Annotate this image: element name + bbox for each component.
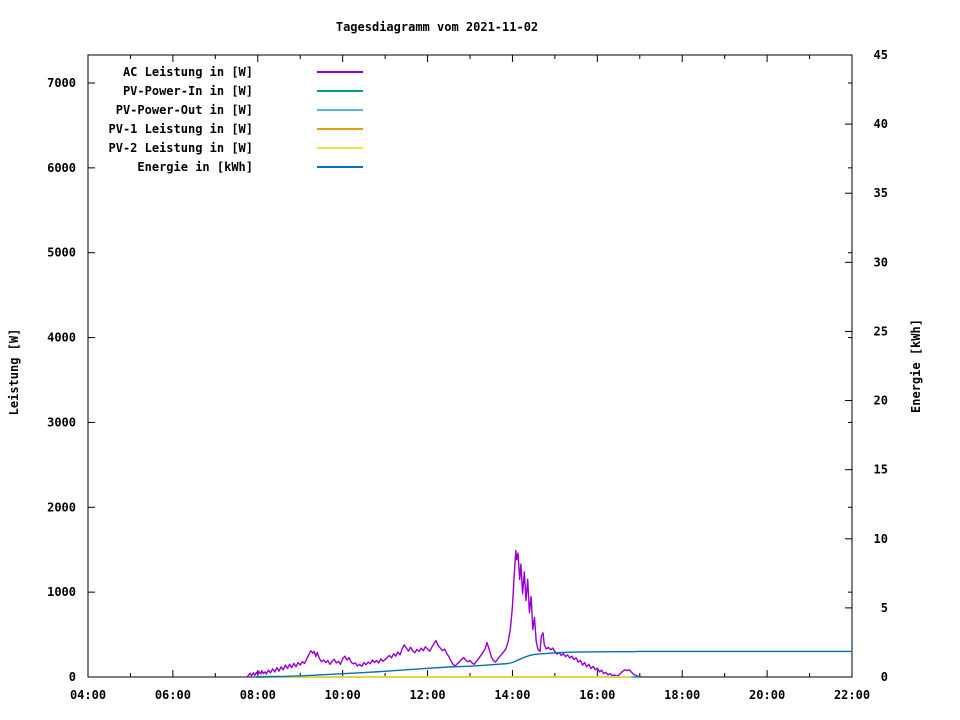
- y2-tick-label: 20: [874, 394, 888, 408]
- series-line-0: [246, 549, 643, 678]
- y2-tick-label: 45: [874, 48, 888, 62]
- y2-tick-label: 40: [874, 117, 888, 131]
- legend-label: PV-Power-Out in [W]: [115, 103, 253, 117]
- x-tick-label: 16:00: [579, 688, 615, 702]
- x-tick-label: 04:00: [70, 688, 106, 702]
- legend-label: Energie in [kWh]: [137, 160, 253, 174]
- y1-tick-label: 6000: [47, 161, 76, 175]
- legend-line-sample: [317, 109, 363, 111]
- y2-tick-label: 10: [874, 532, 888, 546]
- y1-tick-label: 1000: [47, 585, 76, 599]
- y2-tick-label: 15: [874, 463, 888, 477]
- x-tick-label: 12:00: [409, 688, 445, 702]
- y1-tick-label: 0: [69, 670, 76, 684]
- legend-label: AC Leistung in [W]: [122, 65, 253, 79]
- y1-tick-label: 2000: [47, 500, 76, 514]
- legend-label: PV-2 Leistung in [W]: [108, 141, 254, 155]
- chart-title: Tagesdiagramm vom 2021-11-02: [335, 20, 539, 34]
- y2-tick-label: 35: [874, 186, 888, 200]
- y2-tick-label: 25: [874, 324, 888, 338]
- x-tick-label: 18:00: [664, 688, 700, 702]
- series-line-5: [255, 650, 852, 678]
- x-tick-label: 20:00: [749, 688, 785, 702]
- legend-line-sample: [317, 147, 363, 149]
- y1-tick-label: 4000: [47, 331, 76, 345]
- x-tick-label: 08:00: [240, 688, 276, 702]
- x-tick-label: 10:00: [325, 688, 361, 702]
- legend-line-sample: [317, 90, 363, 92]
- legend-label: PV-Power-In in [W]: [122, 84, 253, 98]
- y1-tick-label: 7000: [47, 76, 76, 90]
- x-tick-label: 06:00: [155, 688, 191, 702]
- y2-tick-label: 30: [874, 255, 888, 269]
- x-tick-label: 14:00: [494, 688, 530, 702]
- legend-line-sample: [317, 128, 363, 130]
- x-tick-label: 22:00: [834, 688, 870, 702]
- legend-label: PV-1 Leistung in [W]: [108, 122, 254, 136]
- y2-tick-label: 5: [881, 601, 888, 615]
- legend-line-sample: [317, 71, 363, 73]
- y2-tick-label: 0: [881, 670, 888, 684]
- legend-line-sample: [317, 166, 363, 168]
- y1-tick-label: 5000: [47, 246, 76, 260]
- y1-tick-label: 3000: [47, 415, 76, 429]
